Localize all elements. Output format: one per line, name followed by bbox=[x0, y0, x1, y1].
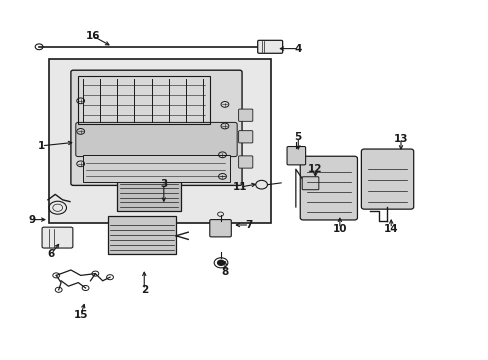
Text: 12: 12 bbox=[307, 164, 322, 174]
FancyBboxPatch shape bbox=[209, 220, 231, 237]
Text: 6: 6 bbox=[48, 249, 55, 259]
Text: 7: 7 bbox=[245, 220, 253, 230]
Text: 16: 16 bbox=[85, 31, 100, 41]
Bar bbox=[78, 76, 210, 124]
FancyBboxPatch shape bbox=[302, 177, 318, 190]
Bar bbox=[107, 216, 176, 254]
Text: 5: 5 bbox=[294, 132, 301, 142]
Text: 9: 9 bbox=[28, 215, 35, 225]
FancyBboxPatch shape bbox=[361, 149, 413, 209]
FancyBboxPatch shape bbox=[300, 156, 357, 220]
Bar bbox=[49, 59, 271, 223]
Text: 4: 4 bbox=[294, 44, 302, 54]
Text: 14: 14 bbox=[383, 224, 398, 234]
FancyBboxPatch shape bbox=[257, 40, 282, 53]
Text: 2: 2 bbox=[141, 285, 147, 295]
FancyBboxPatch shape bbox=[76, 122, 237, 157]
Text: 13: 13 bbox=[393, 134, 407, 144]
Text: 10: 10 bbox=[332, 224, 346, 234]
FancyBboxPatch shape bbox=[42, 227, 73, 248]
Text: 8: 8 bbox=[221, 267, 228, 277]
Bar bbox=[83, 155, 229, 182]
Text: 3: 3 bbox=[160, 179, 167, 189]
Circle shape bbox=[217, 260, 224, 265]
FancyBboxPatch shape bbox=[71, 70, 242, 185]
FancyBboxPatch shape bbox=[238, 109, 252, 121]
Text: 1: 1 bbox=[38, 141, 45, 151]
Text: 15: 15 bbox=[73, 310, 88, 320]
Bar bbox=[117, 176, 181, 211]
Text: 11: 11 bbox=[232, 182, 246, 192]
FancyBboxPatch shape bbox=[238, 156, 252, 168]
FancyBboxPatch shape bbox=[286, 147, 305, 165]
FancyBboxPatch shape bbox=[238, 131, 252, 143]
